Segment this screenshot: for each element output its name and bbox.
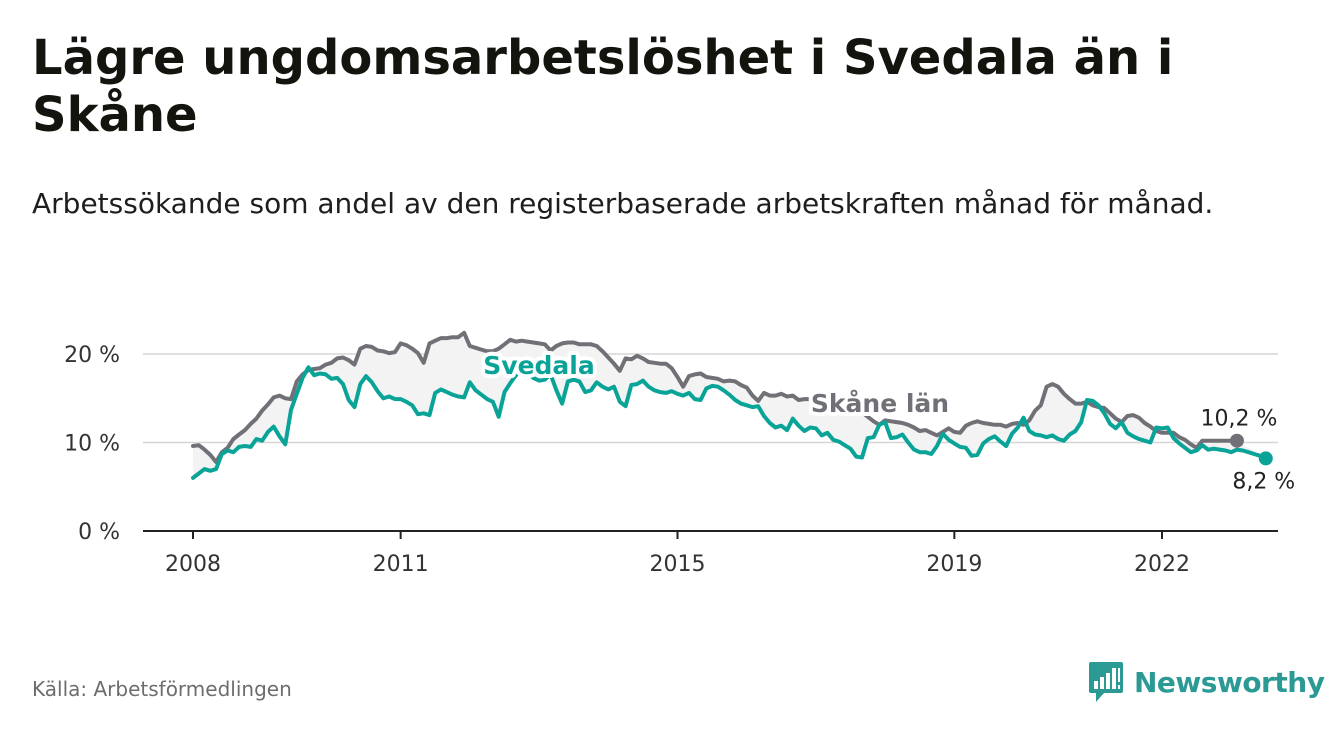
y-tick-label: 10 % [64, 432, 120, 457]
y-tick-label: 0 % [78, 520, 120, 545]
series-label-skane-halo: Skåne län [811, 389, 949, 418]
x-tick-label: 2015 [650, 552, 706, 577]
y-tick-label: 20 % [64, 343, 120, 368]
series-line-skane [191, 330, 1239, 464]
line-chart: 0 %10 %20 %2008 2011 2015 2019 2022SvedalaSv… [64, 330, 1295, 577]
x-tick-label: 2008 [165, 552, 221, 577]
x-tick-label: 2011 [373, 552, 429, 577]
brand-logo: Newsworthy [1088, 660, 1325, 704]
difference-area [193, 332, 1266, 478]
end-label-skane: 10,2 % [1200, 407, 1277, 432]
series-label-skane: Skåne län [811, 389, 949, 418]
series-line-svedala [191, 365, 1268, 480]
source-note: Källa: Arbetsförmedlingen [32, 677, 292, 701]
end-point-svedala [1258, 451, 1273, 466]
chart-subtitle: Arbetssökande som andel av den registerb… [32, 187, 1214, 220]
series-label-svedala-halo: Svedala [483, 351, 594, 380]
newsworthy-icon [1089, 662, 1123, 702]
end-point-skane [1229, 433, 1244, 448]
x-tick-label: 2019 [926, 552, 982, 577]
brand-name: Newsworthy [1134, 665, 1325, 699]
series-label-svedala: Svedala [483, 351, 594, 380]
chart-title: Lägre ungdomsarbetslöshet i Svedala än i… [32, 30, 1174, 143]
end-label-svedala: 8,2 % [1232, 469, 1295, 494]
x-tick-label: 2022 [1134, 552, 1190, 577]
